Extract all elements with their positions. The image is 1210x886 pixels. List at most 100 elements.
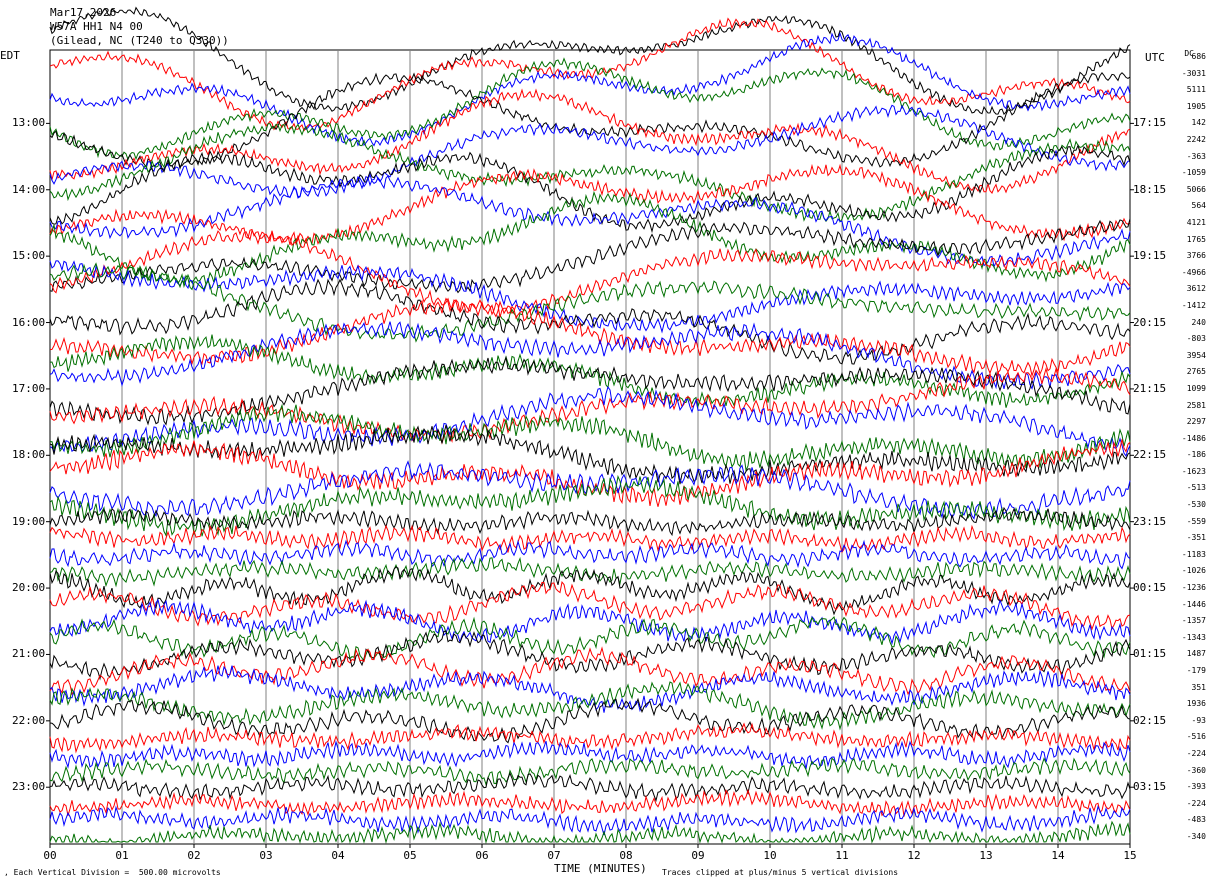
header-location: (Gilead, NC (T240 to Q330)) <box>50 34 229 47</box>
x-tick-label: 00 <box>43 849 57 862</box>
dc-offset-label: 564 <box>1191 201 1206 211</box>
dc-offset-label: -530 <box>1186 500 1206 510</box>
edt-hour-label: 14:00 <box>12 182 46 196</box>
trace-line <box>49 88 1131 194</box>
utc-hour-label: 18:15 <box>1133 182 1167 196</box>
header-date: Mar17,2026 <box>50 6 117 19</box>
trace-line <box>49 297 1131 378</box>
trace-line <box>49 681 1131 731</box>
dc-offset-label: -3031 <box>1181 68 1206 78</box>
trace-line <box>49 697 1131 744</box>
x-tick-label: 06 <box>475 849 489 862</box>
trace-line <box>49 439 1131 507</box>
dc-offset-label: -1357 <box>1181 616 1206 626</box>
trace-line <box>49 403 1131 472</box>
trace-line <box>49 722 1131 754</box>
dc-offset-label: 2242 <box>1186 134 1206 144</box>
trace-line <box>49 616 1131 663</box>
trace-line <box>49 385 1131 457</box>
trace-line <box>49 740 1131 770</box>
trace-line <box>49 218 1131 294</box>
x-tick-label: 12 <box>907 849 921 862</box>
x-tick-label: 09 <box>691 849 705 862</box>
edt-hour-label: 20:00 <box>12 581 46 595</box>
dc-offset-label: -1059 <box>1181 168 1206 178</box>
trace-line <box>49 772 1131 803</box>
trace-line <box>49 278 1131 365</box>
edt-hour-label: 18:00 <box>12 448 46 462</box>
dc-offset-label: 2297 <box>1186 417 1206 427</box>
trace-line <box>49 123 1131 223</box>
x-tick-label: 04 <box>331 849 345 862</box>
dc-offset-label: -1026 <box>1181 566 1206 576</box>
x-tick-label: 13 <box>979 849 993 862</box>
x-tick-label: 08 <box>619 849 633 862</box>
clip-note: Traces clipped at plus/minus 5 vertical … <box>662 868 899 877</box>
trace-line <box>49 57 1131 162</box>
trace-line <box>49 506 1131 537</box>
dc-offset-label: -1412 <box>1181 300 1206 310</box>
x-tick-label: 14 <box>1051 849 1065 862</box>
dc-label: DC <box>1184 49 1194 58</box>
dc-offset-label: -93 <box>1191 715 1206 725</box>
edt-label: EDT <box>0 49 20 62</box>
dc-offset-label: -1446 <box>1181 599 1206 609</box>
dc-offset-label: 142 <box>1191 118 1206 128</box>
edt-hour-label: 23:00 <box>12 780 46 794</box>
dc-offset-label: 686 <box>1191 52 1206 61</box>
dc-offset-label: 1936 <box>1186 699 1206 709</box>
dc-offset-label: -393 <box>1186 782 1206 792</box>
edt-hour-label: 17:00 <box>12 381 46 395</box>
trace-line <box>49 556 1131 588</box>
dc-offset-label: 1905 <box>1186 101 1206 111</box>
trace-line <box>49 229 1131 318</box>
trace-line <box>49 474 1131 537</box>
dc-offset-label: 3954 <box>1186 350 1206 360</box>
trace-line <box>49 460 1131 520</box>
dc-offset-label: -224 <box>1186 749 1206 759</box>
edt-hour-label: 21:00 <box>12 647 46 661</box>
utc-hour-label: 17:15 <box>1133 116 1167 130</box>
dc-offset-label: 351 <box>1191 682 1206 692</box>
dc-offset-label: -1236 <box>1181 583 1206 593</box>
scale-text: Each Vertical Division = 500.00 microvol… <box>13 868 221 877</box>
edt-hour-label: 16:00 <box>12 315 46 329</box>
trace-line <box>49 6 1131 115</box>
dc-offset-label: 240 <box>1191 317 1206 327</box>
scale-note: ‚ Each Vertical Division = 500.00 microv… <box>4 868 221 877</box>
edt-hour-label: 19:00 <box>12 514 46 528</box>
dc-offset-label: -351 <box>1186 533 1206 543</box>
edt-hour-label: 15:00 <box>12 249 46 263</box>
trace-line <box>49 598 1131 646</box>
dc-offset-label: 2581 <box>1186 400 1206 410</box>
trace-line <box>49 580 1131 631</box>
trace-line <box>49 143 1131 234</box>
trace-line <box>49 665 1131 713</box>
dc-offset-label: -1486 <box>1181 433 1206 443</box>
dc-offset-label: -1183 <box>1181 549 1206 559</box>
x-tick-label: 03 <box>259 849 273 862</box>
trace-line <box>49 334 1131 408</box>
trace-line <box>49 104 1131 199</box>
trace-line <box>49 524 1131 554</box>
trace-line <box>49 805 1131 836</box>
trace-line <box>49 820 1131 844</box>
x-tick-label: 05 <box>403 849 417 862</box>
dc-offset-label: -1623 <box>1181 466 1206 476</box>
trace-line <box>49 190 1131 289</box>
dc-offset-label: -513 <box>1186 483 1206 493</box>
trace-line <box>49 757 1131 787</box>
utc-hour-label: 23:15 <box>1133 514 1167 528</box>
dc-offset-label: 1099 <box>1186 383 1206 393</box>
dc-offset-label: -516 <box>1186 732 1206 742</box>
utc-hour-label: 00:15 <box>1133 581 1167 595</box>
dc-offset-label: -1343 <box>1181 632 1206 642</box>
edt-hour-label: 13:00 <box>12 116 46 130</box>
dc-offset-label: 3766 <box>1186 251 1206 261</box>
dc-offset-label: 5066 <box>1186 184 1206 194</box>
dc-offset-label: -4966 <box>1181 267 1206 277</box>
trace-line <box>49 173 1131 269</box>
trace-line <box>49 355 1131 426</box>
x-tick-label: 07 <box>547 849 561 862</box>
dc-offset-label: 3612 <box>1186 284 1206 294</box>
